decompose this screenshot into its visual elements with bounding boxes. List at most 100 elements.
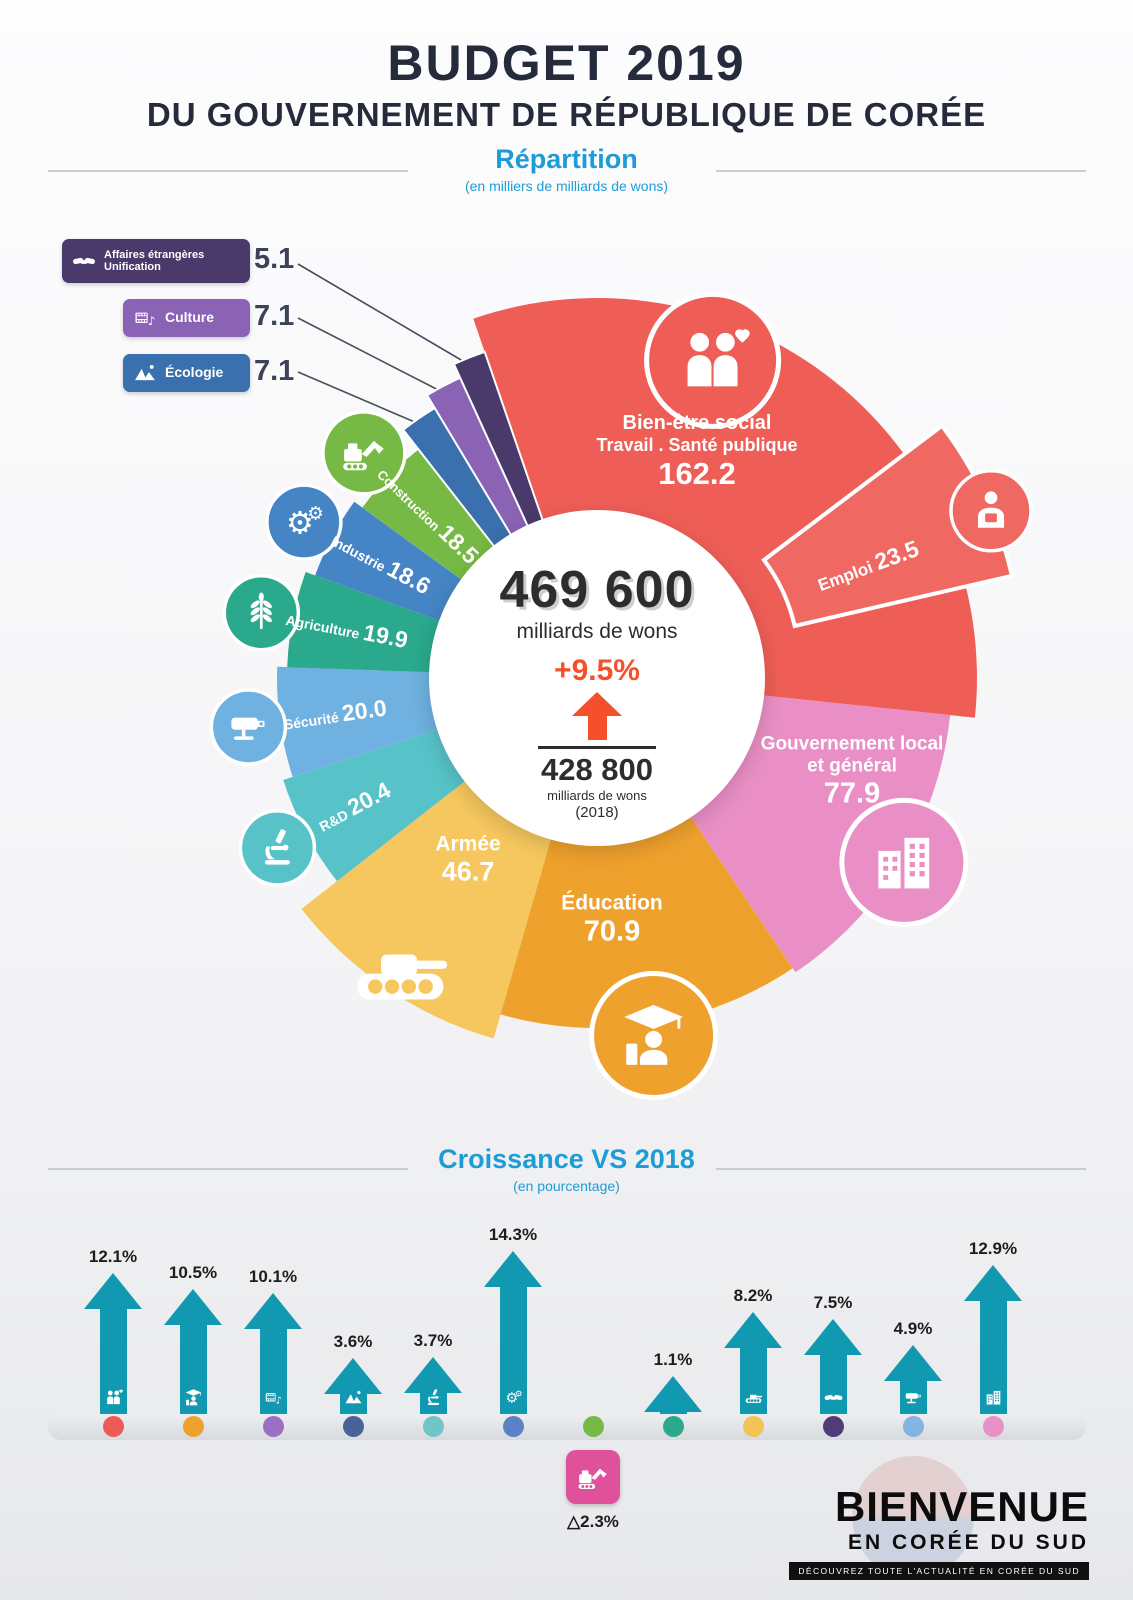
arrow-stem (99, 1309, 127, 1414)
growth-value-ecologie: 3.6% (333, 1332, 373, 1351)
croissance-header: Croissance VS 2018 (en pourcentage) (0, 1144, 1133, 1194)
legend-dot-securite (902, 1416, 924, 1437)
growth-arrow-culture (244, 1293, 302, 1414)
svg-text:♪: ♪ (148, 314, 156, 328)
logo-tagline: DÉCOUVREZ TOUTE L'ACTUALITÉ EN CORÉE DU … (789, 1562, 1089, 1580)
agriculture-badge (222, 573, 301, 652)
worker-icon (977, 491, 1005, 528)
arrow-stem (499, 1287, 527, 1414)
rd-badge (238, 809, 317, 887)
arrow-head (964, 1265, 1022, 1301)
growth-value-affaires-etrangeres: 7.5% (813, 1293, 853, 1312)
legend-dot-construction (582, 1416, 604, 1437)
microscope-icon (423, 1387, 444, 1408)
croissance-title: Croissance VS 2018 (438, 1144, 695, 1174)
wheat-icon (250, 592, 272, 630)
baseline (538, 746, 656, 749)
culture-icon: ♪ (135, 312, 156, 328)
legend-culture: ♪ Culture (123, 299, 250, 337)
arrow-head (404, 1357, 462, 1393)
divider (48, 1168, 408, 1170)
growth-arrow-armee (724, 1312, 782, 1414)
arrow-stem (739, 1348, 767, 1414)
arrow-stem (659, 1412, 687, 1414)
arrow-head (324, 1358, 382, 1394)
growth-arrow-gouvernement-local (964, 1265, 1022, 1414)
buildings-icon (983, 1387, 1004, 1408)
legend-dot-education (182, 1416, 204, 1437)
svg-text:⚙: ⚙ (515, 1388, 522, 1398)
repartition-header: Répartition (en milliers de milliards de… (0, 144, 1133, 194)
arrow-head (884, 1345, 942, 1381)
emploi-badge (949, 469, 1033, 553)
growth-arrow-industrie (484, 1251, 542, 1414)
growth-value-armee: 8.2% (733, 1286, 773, 1305)
growth-value-securite: 4.9% (893, 1319, 933, 1338)
arrow-head (724, 1312, 782, 1348)
cctv-icon (903, 1387, 924, 1408)
up-arrow-icon (429, 692, 765, 740)
growth-arrow-bien-etre-social (84, 1273, 142, 1414)
arrow-head (484, 1251, 542, 1287)
divider (716, 170, 1086, 172)
repartition-title: Répartition (495, 144, 638, 174)
legend-dot-gouvernement-local (982, 1416, 1004, 1437)
bien-etre-social-badge (644, 291, 782, 429)
legend-affaires-etrangeres: Affaires étrangères Unification (62, 239, 250, 283)
logo-line2: EN CORÉE DU SUD (847, 1531, 1089, 1554)
arrow-stem (819, 1355, 847, 1414)
gouvernement-local-badge (839, 797, 969, 927)
legend-label: Affaires étrangères Unification (104, 248, 205, 273)
legend-label: Écologie (165, 364, 224, 381)
legend-value-culture: 7.1 (254, 300, 295, 332)
legend-ecologie: Écologie (123, 354, 250, 392)
legend-label: Culture (165, 309, 214, 326)
tank-icon (743, 1387, 764, 1408)
graduate-icon (183, 1387, 204, 1408)
page-subtitle: DU GOUVERNEMENT DE RÉPUBLIQUE DE CORÉE (146, 96, 987, 133)
culture-icon: ♪ (263, 1387, 284, 1408)
growth-value-construction: △2.3% (567, 1512, 619, 1531)
legend-dot-bien-etre-social (102, 1416, 124, 1437)
total-2018: 428 800 (540, 752, 654, 787)
legend-dot-culture (262, 1416, 284, 1437)
growth-value-gouvernement-local: 12.9% (968, 1239, 1018, 1258)
arrow-head (644, 1376, 702, 1412)
legend-dot-agriculture (662, 1416, 684, 1437)
handshake-icon (73, 257, 95, 265)
growth-value-culture: 10.1% (248, 1267, 298, 1286)
growth-value-education: 10.5% (168, 1263, 218, 1282)
logo-line1: BIENVENUE (834, 1483, 1089, 1530)
microscope-icon (264, 829, 290, 865)
arrow-head (84, 1273, 142, 1309)
excavator-icon (578, 1468, 607, 1489)
total-unit: milliards de wons (516, 620, 678, 643)
growth-percent: +9.5% (554, 654, 640, 687)
legend-dot-armee (742, 1416, 764, 1437)
legend-dot-industrie (502, 1416, 524, 1437)
growth-arrow-ecologie (324, 1358, 382, 1414)
graduate-icon (624, 1004, 683, 1065)
growth-value-rd: 3.7% (413, 1331, 453, 1350)
total-2019: 469 600 (499, 561, 695, 619)
repartition-unit: (en milliers de milliards de wons) (464, 178, 669, 194)
arrow-head (244, 1293, 302, 1329)
page-title: BUDGET 2019 (387, 35, 746, 91)
growth-value-industrie: 14.3% (488, 1225, 538, 1244)
previous-year: (2018) (575, 804, 619, 821)
arrow-head (572, 692, 622, 716)
mountain-icon (135, 364, 155, 381)
growth-arrow-education (164, 1289, 222, 1414)
divider (716, 1168, 1086, 1170)
buildings-icon (878, 837, 930, 889)
gears-icon: ⚙⚙ (286, 503, 324, 541)
education-badge (589, 971, 719, 1100)
previous-unit: milliards de wons (547, 788, 647, 803)
family-icon (103, 1387, 124, 1408)
growth-value-agriculture: 1.1% (653, 1350, 693, 1369)
growth-baseline-band (48, 1414, 1086, 1440)
growth-arrow-affaires-etrangeres (804, 1319, 862, 1414)
securite-badge (209, 688, 288, 766)
